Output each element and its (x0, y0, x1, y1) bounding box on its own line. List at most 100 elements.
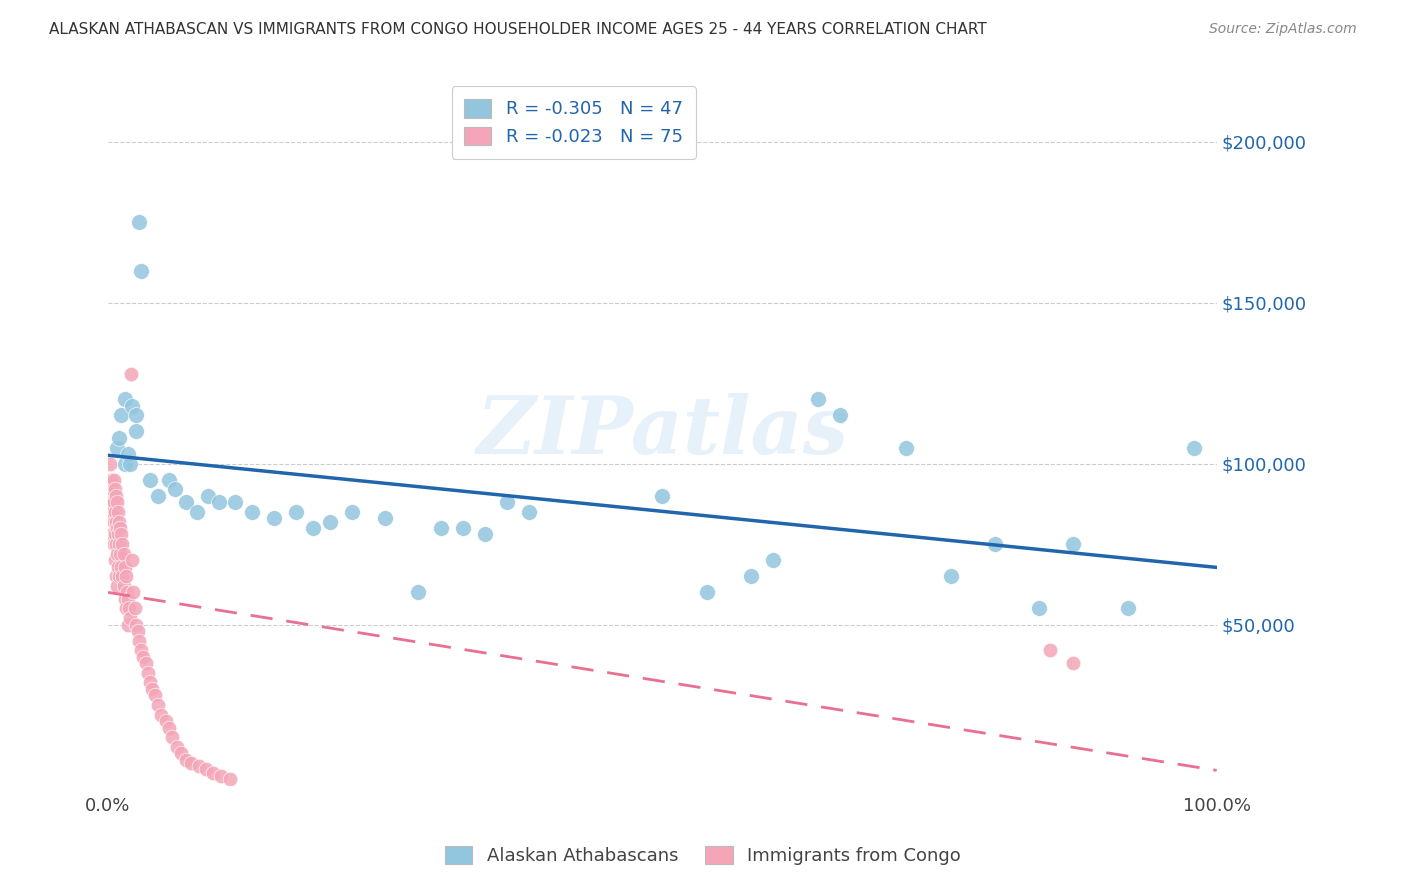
Point (117, 447, 139, 461)
Point (1039, 643, 1062, 657)
Point (129, 643, 152, 657)
Point (150, 707, 173, 722)
Point (194, 763, 217, 777)
Point (984, 537, 1007, 551)
Point (108, 431, 131, 445)
Point (496, 495, 519, 509)
Point (319, 515, 342, 529)
Point (120, 457, 142, 471)
Point (651, 489, 673, 503)
Point (174, 753, 197, 767)
Point (114, 591, 136, 606)
Point (139, 473, 162, 487)
Point (105, 441, 128, 455)
Legend: Alaskan Athabascans, Immigrants from Congo: Alaskan Athabascans, Immigrants from Con… (439, 838, 967, 872)
Point (1062, 537, 1084, 551)
Point (128, 633, 150, 648)
Point (117, 591, 139, 606)
Point (166, 739, 188, 754)
Point (122, 585, 145, 599)
Point (429, 521, 451, 535)
Point (103, 515, 125, 529)
Point (197, 489, 219, 503)
Point (121, 553, 143, 567)
Point (100, 495, 122, 509)
Point (120, 367, 142, 381)
Point (828, 409, 851, 423)
Point (110, 559, 132, 574)
Point (135, 656, 157, 670)
Point (108, 547, 131, 561)
Point (143, 689, 166, 703)
Point (240, 505, 263, 519)
Point (1028, 601, 1050, 615)
Point (121, 399, 143, 413)
Point (101, 527, 124, 541)
Point (209, 769, 232, 783)
Point (146, 489, 169, 503)
Point (108, 515, 131, 529)
Point (374, 511, 396, 525)
Point (180, 756, 202, 770)
Point (101, 505, 124, 519)
Point (105, 521, 128, 535)
Point (114, 601, 136, 615)
Point (100, 473, 122, 487)
Text: Source: ZipAtlas.com: Source: ZipAtlas.com (1209, 22, 1357, 37)
Point (128, 215, 150, 229)
Point (111, 537, 134, 551)
Point (114, 457, 136, 471)
Point (107, 527, 129, 541)
Point (285, 505, 308, 519)
Point (208, 495, 231, 509)
Point (103, 495, 125, 509)
Point (340, 505, 363, 519)
Point (104, 527, 127, 541)
Point (107, 559, 129, 574)
Point (474, 527, 496, 541)
Point (896, 441, 918, 455)
Point (111, 569, 134, 583)
Point (1062, 656, 1084, 670)
Point (157, 721, 180, 735)
Point (125, 425, 148, 439)
Point (1184, 441, 1206, 455)
Point (117, 617, 139, 632)
Point (118, 601, 141, 615)
Point (104, 505, 127, 519)
Point (163, 483, 186, 497)
Point (125, 409, 148, 423)
Point (114, 569, 136, 583)
Point (174, 495, 197, 509)
Point (108, 537, 131, 551)
Point (104, 483, 127, 497)
Text: ZIPatlas: ZIPatlas (477, 392, 848, 470)
Point (806, 392, 828, 407)
Point (224, 495, 246, 509)
Point (112, 547, 135, 561)
Point (146, 698, 169, 712)
Point (108, 521, 131, 535)
Point (120, 611, 142, 625)
Point (696, 585, 718, 599)
Point (132, 649, 155, 664)
Point (115, 585, 138, 599)
Point (517, 505, 540, 519)
Point (124, 601, 146, 615)
Point (302, 521, 325, 535)
Point (219, 772, 242, 786)
Point (141, 681, 163, 696)
Point (263, 511, 285, 525)
Point (170, 746, 193, 760)
Point (114, 559, 136, 574)
Point (157, 473, 180, 487)
Point (740, 569, 762, 583)
Text: ALASKAN ATHABASCAN VS IMMIGRANTS FROM CONGO HOUSEHOLDER INCOME AGES 25 - 44 YEAR: ALASKAN ATHABASCAN VS IMMIGRANTS FROM CO… (49, 22, 987, 37)
Point (125, 617, 148, 632)
Point (162, 730, 184, 744)
Point (762, 553, 785, 567)
Point (139, 675, 162, 690)
Point (110, 527, 132, 541)
Point (105, 547, 128, 561)
Point (103, 473, 125, 487)
